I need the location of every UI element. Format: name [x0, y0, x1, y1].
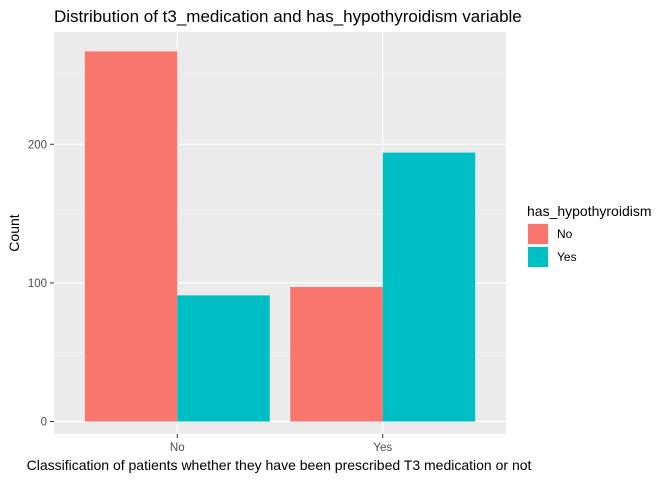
y-axis-label: Count — [6, 214, 22, 251]
legend: has_hypothyroidism No Yes — [527, 203, 652, 268]
legend-label: No — [557, 227, 573, 241]
bar — [382, 152, 476, 422]
y-tick-label: 200 — [28, 139, 47, 151]
x-tick-label: Yes — [373, 442, 392, 454]
axes: 0 100 200 No Yes — [28, 139, 393, 454]
bars — [84, 51, 476, 422]
y-tick-label: 0 — [41, 417, 47, 429]
bar — [84, 51, 178, 422]
legend-title: has_hypothyroidism — [527, 203, 652, 219]
bar — [290, 287, 383, 422]
legend-key — [528, 224, 548, 244]
legend-label: Yes — [557, 250, 577, 264]
legend-key — [528, 247, 548, 267]
x-tick-label: No — [170, 442, 185, 454]
chart-title: Distribution of t3_medication and has_hy… — [54, 7, 522, 26]
y-tick-label: 100 — [28, 278, 47, 290]
bar — [177, 295, 270, 422]
x-axis-label: Classification of patients whether they … — [27, 457, 532, 473]
